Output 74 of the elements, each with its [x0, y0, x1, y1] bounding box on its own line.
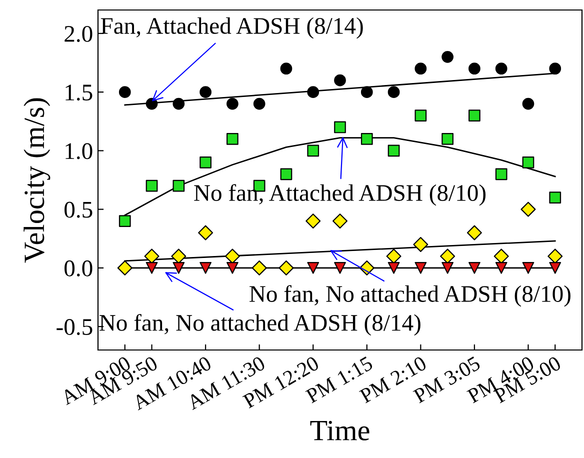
point — [171, 248, 186, 264]
point — [468, 110, 480, 122]
point — [414, 110, 427, 122]
point — [494, 248, 509, 264]
point — [522, 262, 534, 274]
point — [172, 98, 185, 110]
point — [146, 98, 158, 110]
point — [468, 62, 480, 75]
y-tick-label: 0.5 — [64, 202, 92, 218]
y-tick-label: -0.5 — [56, 319, 92, 336]
point — [549, 262, 562, 274]
point — [200, 156, 212, 168]
point — [440, 248, 456, 264]
point — [224, 248, 240, 264]
point — [226, 98, 238, 110]
point — [200, 86, 212, 98]
point — [386, 248, 402, 264]
point — [118, 86, 131, 98]
point — [520, 202, 536, 217]
point — [198, 225, 214, 240]
point — [117, 260, 132, 276]
point — [226, 262, 238, 274]
point — [495, 62, 508, 75]
point — [146, 180, 158, 192]
x-axis-title: Time — [310, 420, 370, 440]
point — [172, 180, 185, 192]
point — [548, 248, 563, 264]
point — [307, 262, 320, 274]
point — [522, 156, 534, 168]
y-tick-label: 0.0 — [64, 260, 92, 276]
y-tick-label: 1.5 — [66, 84, 92, 101]
point — [413, 236, 428, 252]
point — [466, 225, 482, 240]
y-tick-label: 1.0 — [66, 143, 92, 160]
annotation: Fan, Attached ADSH (8/14) — [100, 17, 363, 39]
point — [118, 215, 131, 227]
point — [442, 262, 454, 274]
point — [360, 133, 373, 145]
point — [549, 62, 562, 75]
point — [278, 260, 294, 276]
point — [280, 62, 292, 75]
annotation: No fan, No attached ADSH (8/10) — [250, 285, 570, 307]
point — [442, 50, 454, 63]
point — [332, 214, 348, 229]
point — [549, 192, 562, 204]
point — [495, 262, 508, 274]
y-tick-label: 2.0 — [64, 26, 92, 42]
point — [306, 214, 321, 229]
point — [144, 248, 160, 264]
point — [414, 262, 427, 274]
point — [146, 262, 158, 274]
point — [307, 144, 320, 157]
point — [172, 262, 185, 274]
point — [388, 262, 400, 274]
point — [334, 262, 346, 274]
point — [280, 168, 292, 180]
point — [468, 262, 480, 274]
annotation: No fan, Attached ADSH (8/10) — [194, 184, 486, 206]
point — [388, 86, 400, 98]
point — [522, 98, 534, 110]
point — [414, 62, 427, 75]
point — [252, 260, 267, 276]
y-axis-title: Velocity (m/s) — [24, 98, 50, 263]
point — [388, 144, 400, 157]
point — [307, 86, 320, 98]
annotation: No fan, No attached ADSH (8/14) — [100, 314, 420, 336]
point — [334, 121, 346, 134]
point — [226, 133, 238, 145]
point — [442, 133, 454, 145]
point — [253, 98, 266, 110]
point — [360, 86, 373, 98]
point — [495, 168, 508, 180]
point — [200, 262, 212, 274]
point — [334, 74, 346, 86]
